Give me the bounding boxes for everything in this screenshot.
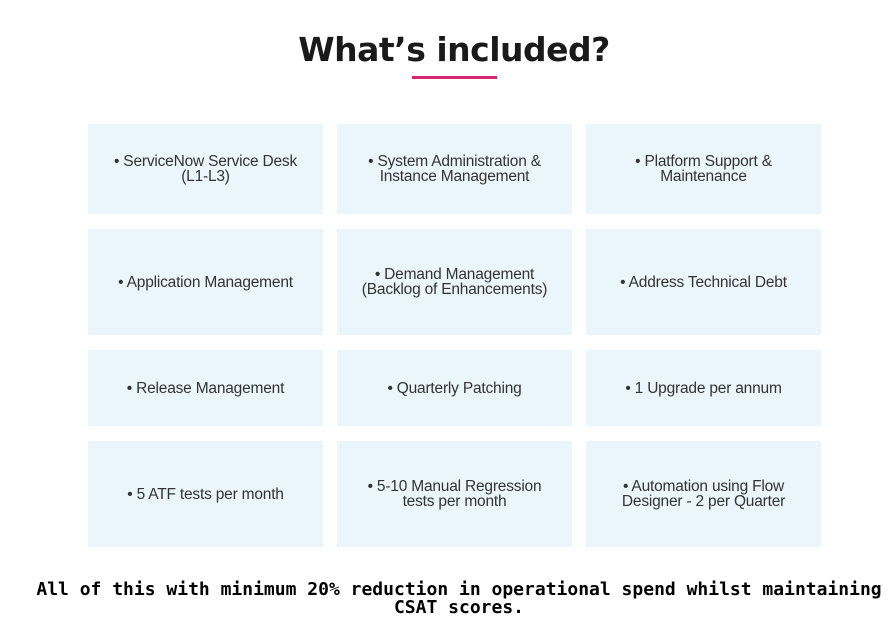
feature-card-upgrade: • 1 Upgrade per annum — [586, 350, 821, 426]
feature-card-system-administration: • System Administration & Instance Manag… — [337, 124, 572, 214]
feature-card-release-management: • Release Management — [88, 350, 323, 426]
feature-card-text: • Demand Management (Backlog of Enhancem… — [361, 266, 548, 298]
feature-card-service-desk: • ServiceNow Service Desk (L1-L3) — [88, 124, 323, 214]
feature-card-text: • Quarterly Patching — [387, 379, 522, 397]
feature-card-text: • Address Technical Debt — [620, 273, 787, 291]
feature-card-text: • 1 Upgrade per annum — [625, 379, 782, 397]
feature-card-text: • Release Management — [126, 379, 285, 397]
feature-card-atf-tests: • 5 ATF tests per month — [88, 441, 323, 547]
title-divider — [412, 76, 497, 79]
footer-statement: All of this with minimum 20% reduction i… — [36, 579, 882, 618]
feature-card-text: • 5-10 Manual Regression tests per month — [367, 478, 542, 510]
feature-card-quarterly-patching: • Quarterly Patching — [337, 350, 572, 426]
feature-card-text: • Platform Support & Maintenance — [635, 153, 772, 185]
feature-card-text: • ServiceNow Service Desk (L1-L3) — [113, 153, 298, 185]
page-title: What’s included? — [298, 30, 610, 70]
feature-card-technical-debt: • Address Technical Debt — [586, 229, 821, 335]
feature-card-text: • System Administration & Instance Manag… — [368, 153, 541, 185]
feature-card-manual-regression: • 5-10 Manual Regression tests per month — [337, 441, 572, 547]
feature-card-demand-management: • Demand Management (Backlog of Enhancem… — [337, 229, 572, 335]
features-grid: • ServiceNow Service Desk (L1-L3) • Syst… — [88, 124, 821, 547]
feature-card-platform-support: • Platform Support & Maintenance — [586, 124, 821, 214]
feature-card-text: • 5 ATF tests per month — [127, 485, 284, 503]
feature-card-automation: • Automation using Flow Designer - 2 per… — [586, 441, 821, 547]
feature-card-text: • Automation using Flow Designer - 2 per… — [621, 478, 786, 510]
feature-card-text: • Application Management — [118, 273, 293, 291]
feature-card-application-management: • Application Management — [88, 229, 323, 335]
